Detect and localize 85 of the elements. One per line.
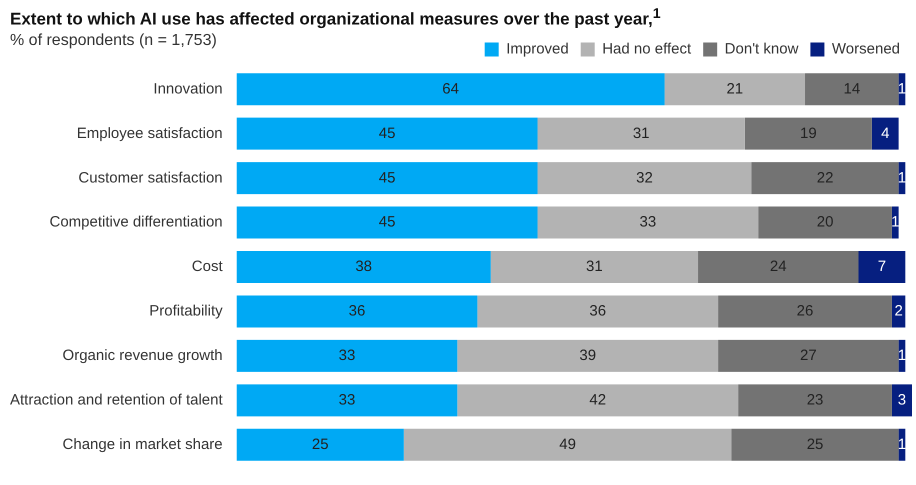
data-label: 21 xyxy=(726,80,744,98)
bar xyxy=(538,162,752,194)
data-label: 4 xyxy=(881,124,890,142)
data-label: 22 xyxy=(816,169,834,186)
data-label: 1 xyxy=(898,436,906,453)
y-tick-label: Attraction and retention of talent xyxy=(10,391,224,408)
data-label: 25 xyxy=(806,436,824,453)
data-label: 19 xyxy=(800,124,817,142)
data-label: 33 xyxy=(640,214,656,231)
data-label: 26 xyxy=(796,302,814,320)
data-label: 38 xyxy=(355,258,372,276)
data-label: 36 xyxy=(348,302,366,320)
bar xyxy=(236,118,538,150)
data-label: 3 xyxy=(898,391,906,408)
bar xyxy=(698,251,859,283)
data-label: 33 xyxy=(338,391,356,408)
y-tick-label: Customer satisfaction xyxy=(78,169,223,186)
bar xyxy=(236,428,404,461)
bar xyxy=(457,340,718,372)
legend-label: Don't know xyxy=(724,40,799,58)
data-label: 36 xyxy=(589,302,606,320)
data-label: 24 xyxy=(770,258,787,276)
bar xyxy=(738,384,892,416)
bar xyxy=(236,384,458,416)
data-label: 45 xyxy=(378,124,396,142)
bar xyxy=(538,118,745,150)
bar xyxy=(898,340,906,372)
bar xyxy=(892,384,912,416)
y-tick-label: Profitability xyxy=(149,302,224,320)
y-tick-label: Cost xyxy=(192,258,224,276)
bar xyxy=(718,340,899,372)
chart-title: Extent to which AI use has affected organizational measures over the past year,$^{1}$ xyxy=(10,6,661,30)
data-label: 49 xyxy=(559,436,576,453)
data-label: 33 xyxy=(338,347,356,364)
bar xyxy=(236,162,538,194)
bar xyxy=(872,118,899,150)
legend-label: Worsened xyxy=(832,40,900,58)
bar xyxy=(236,73,665,106)
bar xyxy=(752,162,899,194)
data-label: 1 xyxy=(898,347,906,364)
y-tick-label: Competitive differentiation xyxy=(49,214,223,231)
data-label: 31 xyxy=(586,258,603,276)
bar xyxy=(404,428,732,461)
data-label: 39 xyxy=(579,347,596,364)
data-label: 14 xyxy=(843,80,860,98)
bar xyxy=(236,340,458,372)
data-label: 42 xyxy=(589,391,606,408)
data-label: 20 xyxy=(816,214,834,231)
chart-subtitle: % of respondents (n = 1,753) xyxy=(10,32,217,50)
bar xyxy=(892,295,906,328)
bar xyxy=(664,73,806,106)
bar xyxy=(731,428,899,461)
bar xyxy=(898,428,906,461)
y-tick-label: Organic revenue growth xyxy=(62,347,223,364)
bar xyxy=(805,73,899,106)
data-label: 32 xyxy=(636,169,653,186)
bar xyxy=(744,118,872,150)
y-tick-label: Change in market share xyxy=(62,436,223,453)
data-label: 7 xyxy=(878,258,886,276)
bar xyxy=(236,206,538,239)
data-label: 1 xyxy=(898,80,906,98)
data-label: 45 xyxy=(378,169,396,186)
data-label: 1 xyxy=(898,169,906,186)
bar xyxy=(898,162,906,194)
bar xyxy=(477,295,718,328)
legend-label: Improved xyxy=(506,40,569,58)
y-tick-label: Innovation xyxy=(153,80,223,98)
data-label: 64 xyxy=(442,80,459,98)
y-tick-label: Employee satisfaction xyxy=(76,124,223,142)
bar xyxy=(236,251,491,283)
bar xyxy=(718,295,892,328)
data-label: 31 xyxy=(632,124,650,142)
bar xyxy=(898,73,906,106)
bar xyxy=(457,384,738,416)
data-label: 45 xyxy=(378,214,396,231)
data-label: 2 xyxy=(894,302,903,320)
data-label: 23 xyxy=(806,391,824,408)
data-label: 25 xyxy=(312,436,329,453)
legend-label: Had no effect xyxy=(602,40,692,58)
bar xyxy=(538,206,758,239)
bar xyxy=(758,206,892,239)
bar xyxy=(490,251,698,283)
data-label: 27 xyxy=(800,347,817,364)
bar xyxy=(236,295,478,328)
bar xyxy=(858,251,906,283)
